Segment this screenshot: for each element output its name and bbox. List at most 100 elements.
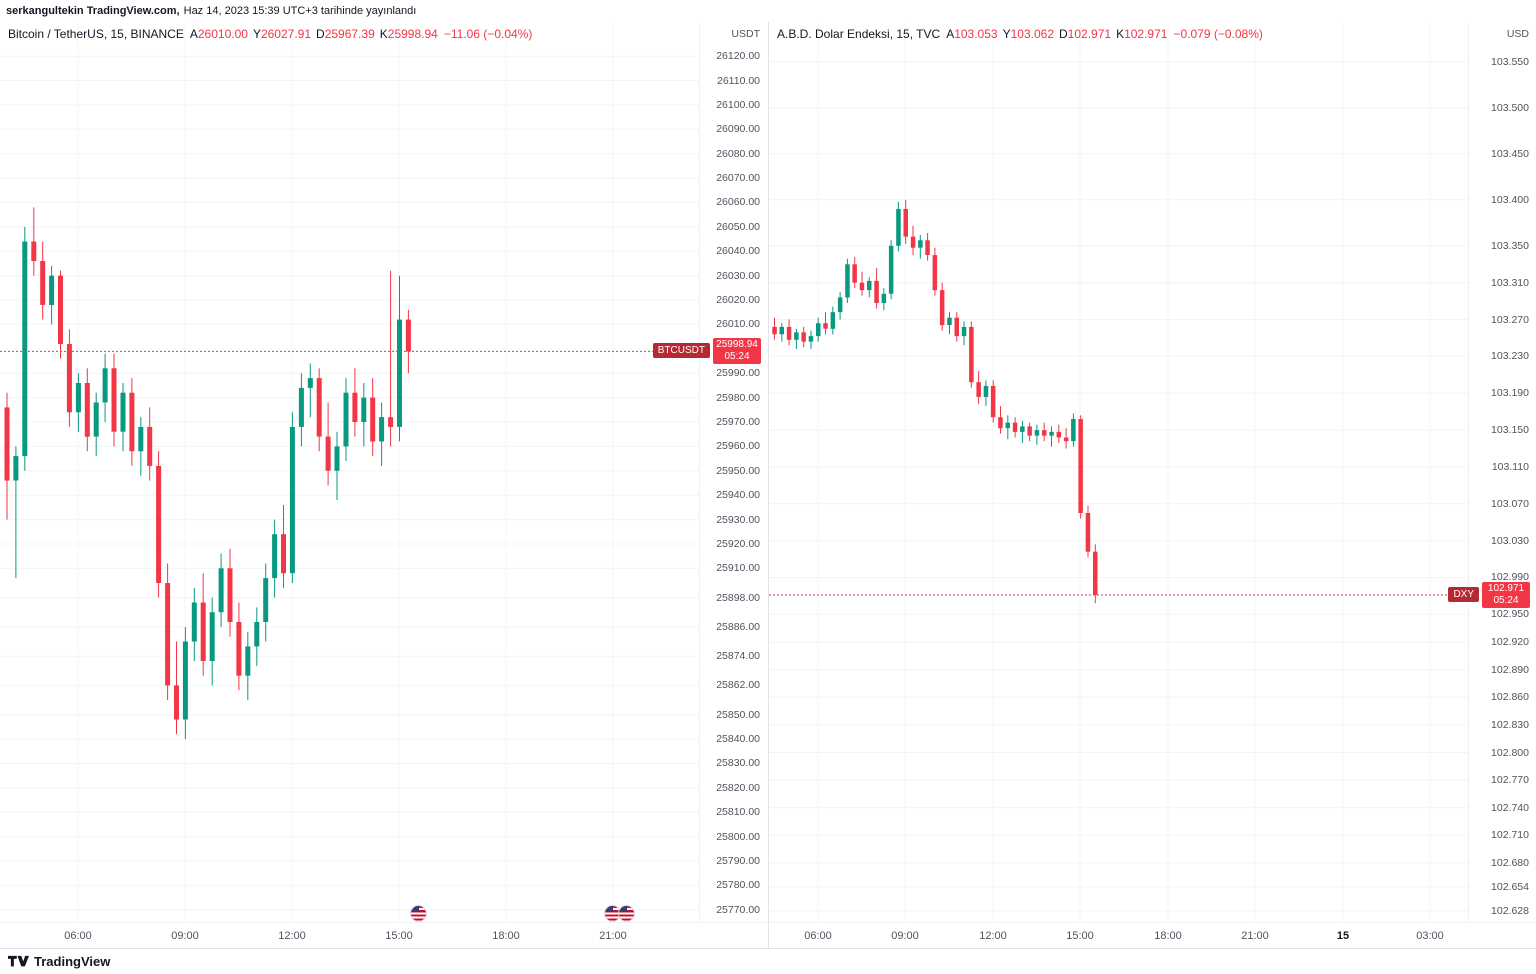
ohlc-value: 25967.39 — [324, 27, 375, 41]
current-price: 25998.94 — [716, 339, 758, 351]
price-axis[interactable]: USDT 25998.94 05:24 26120.00 26110.00 2610… — [699, 22, 768, 922]
time-tick-label: 09:00 — [891, 930, 919, 942]
time-axis[interactable]: 06:00 09:00 12:00 15:00 18:00 21:00 15 03:00 — [769, 922, 1536, 949]
ohlc-letter: K — [1116, 27, 1125, 41]
price-tick-label: 102.920 — [1491, 635, 1529, 648]
price-tick-label: 25950.00 — [716, 464, 760, 477]
price-tick-label: 103.190 — [1491, 387, 1529, 400]
legend-change: −0.079 (−0.08%) — [1173, 27, 1263, 41]
price-tick-label: 26050.00 — [716, 220, 760, 233]
price-tick-label: 103.030 — [1491, 534, 1529, 547]
price-tick-label: 102.800 — [1491, 746, 1529, 759]
current-price-badge: 25998.94 05:24 — [713, 338, 761, 365]
price-tick-label: 103.400 — [1491, 193, 1529, 206]
price-tick-label: 25960.00 — [716, 440, 760, 453]
price-tick-label: 102.830 — [1491, 718, 1529, 731]
price-tick-label: 25820.00 — [716, 781, 760, 794]
ohlc-letter: A — [189, 27, 198, 41]
ohlc-letter: Y — [1002, 27, 1011, 41]
current-price: 102.971 — [1487, 582, 1525, 594]
dxy-chart-panel: A.B.D. Dolar Endeksi, 15, TVC A 103.053 Y 1… — [768, 22, 1536, 948]
price-tick-label: 103.070 — [1491, 497, 1529, 510]
time-tick-label: 18:00 — [1154, 930, 1182, 942]
us-flag-event-icon[interactable] — [619, 906, 634, 921]
price-tick-label: 103.310 — [1491, 276, 1529, 289]
ohlc-value: 102.971 — [1067, 27, 1112, 41]
price-tick-label: 25810.00 — [716, 806, 760, 819]
price-tick-label: 102.990 — [1491, 571, 1529, 584]
ohlc-letter: Y — [252, 27, 261, 41]
price-tick-label: 25770.00 — [716, 903, 760, 916]
price-tick-label: 26080.00 — [716, 147, 760, 160]
time-tick-label: 03:00 — [1416, 930, 1444, 942]
price-tick-label: 103.270 — [1491, 313, 1529, 326]
bar-countdown: 05:24 — [724, 351, 750, 363]
symbol-title[interactable]: A.B.D. Dolar Endeksi, 15, TVC — [777, 27, 941, 41]
time-tick-label: 21:00 — [1241, 930, 1269, 942]
time-tick-label: 15:00 — [1066, 930, 1094, 942]
time-tick-label: 09:00 — [171, 930, 199, 942]
price-tick-label: 102.860 — [1491, 691, 1529, 704]
time-tick-label: 06:00 — [64, 930, 92, 942]
price-tick-label: 25790.00 — [716, 855, 760, 868]
attribution-bar: TradingView — [0, 948, 1536, 974]
price-tick-label: 102.710 — [1491, 829, 1529, 842]
time-axis[interactable]: 06:00 09:00 12:00 15:00 18:00 21:00 — [0, 922, 768, 949]
legend-ohlc-values: A 26010.00 Y 26027.91 D 25967.39 K 25998.94 — [190, 27, 438, 41]
symbol-title[interactable]: Bitcoin / TetherUS, 15, BINANCE — [8, 27, 184, 41]
price-tick-label: 102.770 — [1491, 774, 1529, 787]
price-tick-label: 26030.00 — [716, 269, 760, 282]
ohlc-value: 103.062 — [1010, 27, 1054, 41]
price-tick-label: 102.890 — [1491, 663, 1529, 676]
ohlc-letter: K — [379, 27, 388, 41]
price-tick-label: 103.150 — [1491, 424, 1529, 437]
candlestick-plot[interactable] — [0, 22, 700, 922]
time-tick-label: 15 — [1336, 930, 1350, 942]
price-tick-label: 25850.00 — [716, 708, 760, 721]
price-tick-label: 26120.00 — [716, 50, 760, 63]
axis-currency-label: USDT — [731, 28, 760, 40]
price-tick-label: 25840.00 — [716, 733, 760, 746]
chart-legend: Bitcoin / TetherUS, 15, BINANCE A 26010.0… — [8, 27, 532, 41]
price-tick-label: 102.628 — [1491, 904, 1529, 917]
price-tick-label: 26100.00 — [716, 98, 760, 111]
ohlc-value: 26010.00 — [197, 27, 248, 41]
publish-info-bar: serkangultekin TradingView.com, Haz 14, … — [0, 0, 1536, 22]
price-tick-label: 25800.00 — [716, 830, 760, 843]
tradingview-wordmark[interactable]: TradingView — [34, 954, 111, 969]
price-tick-label: 25780.00 — [716, 879, 760, 892]
publisher-name: serkangultekin TradingView.com, — [6, 5, 180, 17]
price-axis[interactable]: USD 102.971 05:24 103.550 103.500 103.450 1… — [1468, 22, 1536, 922]
current-price-badge: 102.971 05:24 — [1482, 581, 1530, 608]
price-tick-label: 25910.00 — [716, 562, 760, 575]
tradingview-logo-icon[interactable] — [8, 955, 29, 968]
ohlc-letter: D — [316, 27, 325, 41]
price-tick-label: 26070.00 — [716, 172, 760, 185]
btcusdt-chart-panel: Bitcoin / TetherUS, 15, BINANCE A 26010.0… — [0, 22, 768, 948]
publish-date: Haz 14, 2023 15:39 UTC+3 tarihinde yayın… — [183, 5, 417, 17]
price-tick-label: 102.950 — [1491, 608, 1529, 621]
ohlc-value: 26027.91 — [260, 27, 312, 41]
ohlc-value: 25998.94 — [387, 27, 438, 41]
price-tick-label: 103.500 — [1491, 101, 1529, 114]
ohlc-letter: D — [1059, 27, 1068, 41]
price-tick-label: 25980.00 — [716, 391, 760, 404]
price-tick-label: 25940.00 — [716, 489, 760, 502]
candlestick-plot[interactable] — [769, 22, 1469, 922]
bar-countdown: 05:24 — [1493, 594, 1519, 606]
charts-container: Bitcoin / TetherUS, 15, BINANCE A 26010.0… — [0, 22, 1536, 948]
price-tick-label: 25862.00 — [716, 679, 760, 692]
us-flag-event-icon[interactable] — [605, 906, 620, 921]
us-flag-event-icon[interactable] — [411, 906, 426, 921]
price-tick-label: 25920.00 — [716, 537, 760, 550]
price-tick-label: 26060.00 — [716, 196, 760, 209]
time-tick-label: 15:00 — [385, 930, 413, 942]
price-tick-label: 102.740 — [1491, 801, 1529, 814]
ohlc-letter: A — [946, 27, 955, 41]
price-tick-label: 103.450 — [1491, 147, 1529, 160]
time-tick-label: 12:00 — [278, 930, 306, 942]
time-tick-label: 21:00 — [599, 930, 627, 942]
price-tick-label: 26020.00 — [716, 294, 760, 307]
price-tick-label: 25990.00 — [716, 367, 760, 380]
price-tick-label: 25874.00 — [716, 650, 760, 663]
